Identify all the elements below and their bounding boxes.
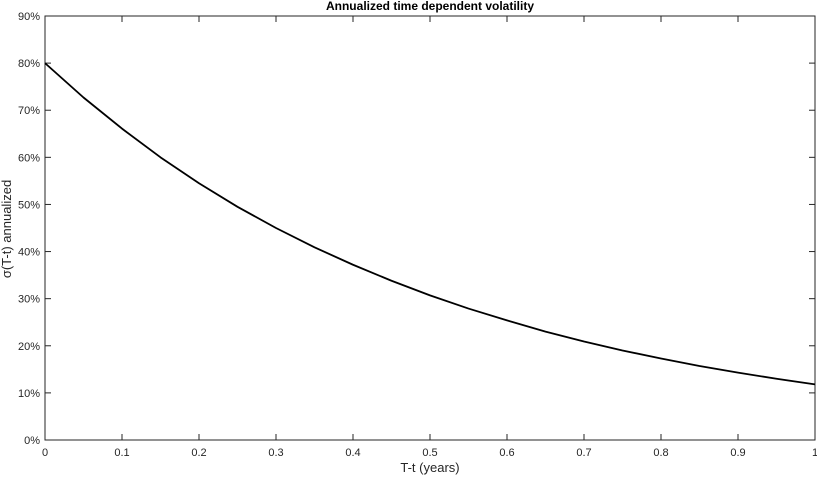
volatility-curve — [44, 62, 816, 386]
chart-title: Annualized time dependent volatility — [326, 0, 534, 13]
x-tick-label: 0.4 — [345, 447, 360, 459]
x-axis-label: T-t (years) — [400, 460, 459, 475]
y-axis-label: σ(T-t) annualized — [0, 180, 14, 278]
x-tick-label: 0.5 — [422, 447, 437, 459]
x-tick-label: 0.7 — [576, 447, 591, 459]
y-tick-label: 90% — [18, 11, 40, 23]
x-tick-label: 0.2 — [191, 447, 206, 459]
y-tick-label: 50% — [18, 199, 40, 211]
y-tick-label: 70% — [18, 105, 40, 117]
y-tick-label: 80% — [18, 58, 40, 70]
y-tick-label: 60% — [18, 152, 40, 164]
plot-area: 0 0.1 0.2 0.3 0.4 0.5 0.6 0.7 0.8 0.9 10%10%20%30%… — [18, 11, 817, 459]
y-tick-label: 20% — [18, 341, 40, 353]
x-tick-label: 0.6 — [499, 447, 514, 459]
x-tick-label: 0.9 — [730, 447, 745, 459]
y-tick-label: 0% — [24, 435, 40, 447]
x-tick-label: 0.8 — [653, 447, 668, 459]
y-tick-label: 30% — [18, 294, 40, 306]
y-tick-label: 10% — [18, 388, 40, 400]
x-tick-label: 0.3 — [268, 447, 283, 459]
y-tick-label: 40% — [18, 247, 40, 259]
plot-frame — [44, 15, 816, 441]
x-tick-label: 0.1 — [114, 447, 129, 459]
x-tick-label: 0 — [42, 447, 48, 459]
x-tick-label: 1 — [812, 447, 817, 459]
